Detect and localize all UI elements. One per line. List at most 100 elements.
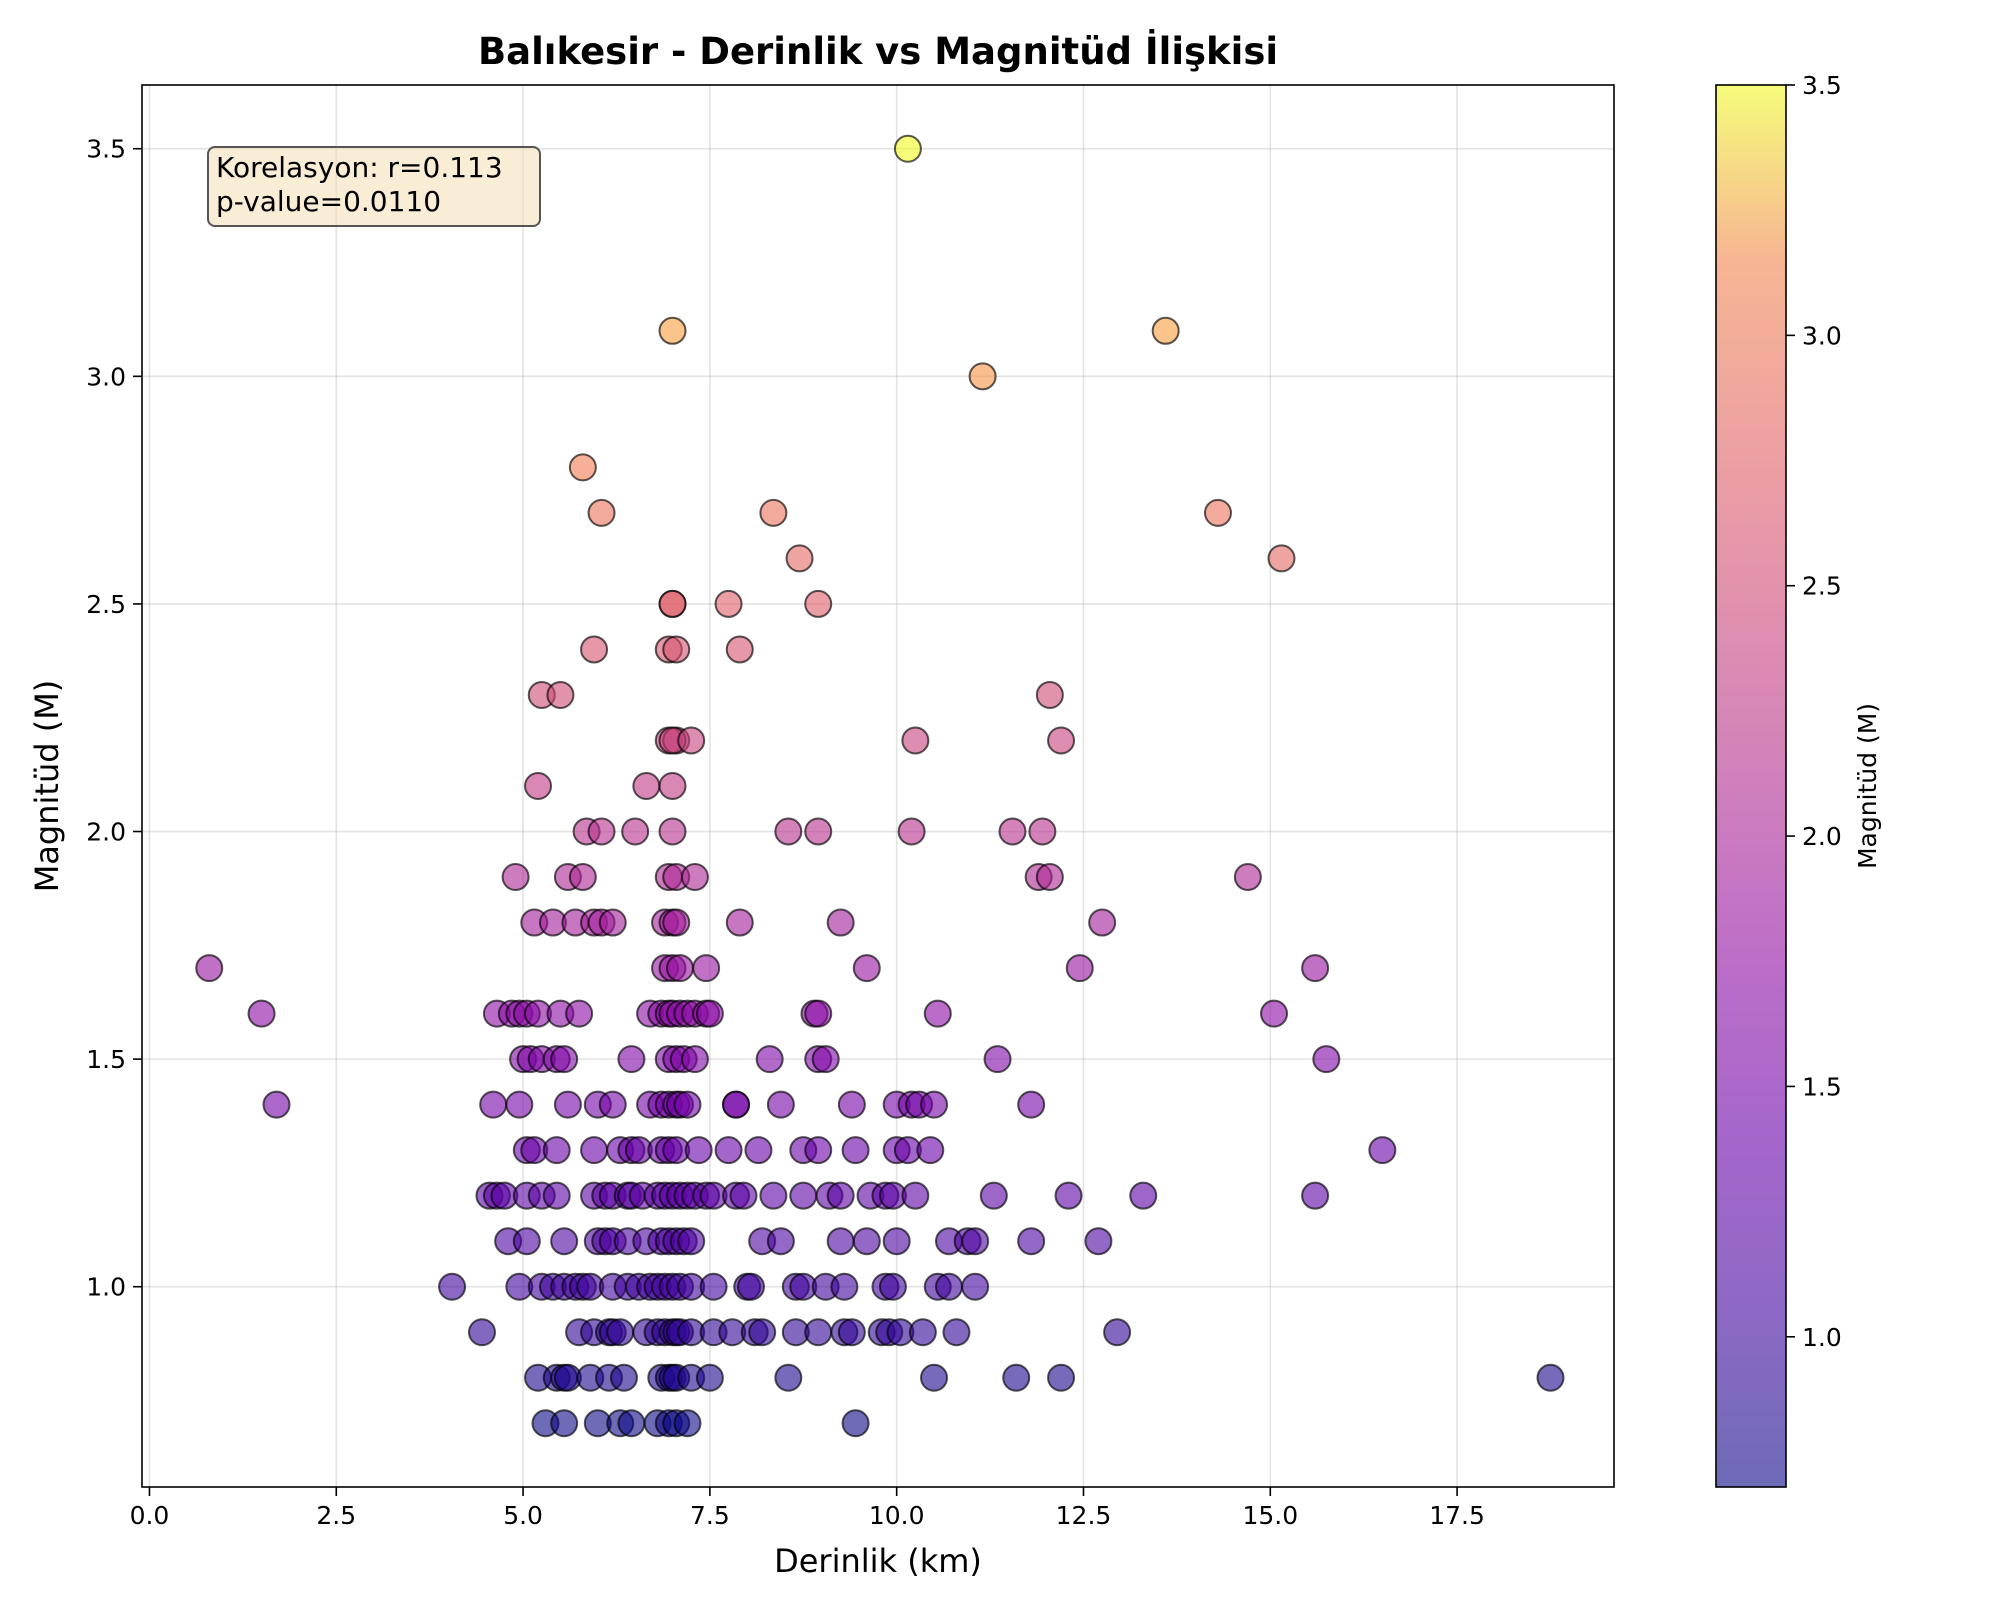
- data-point: [1047, 1363, 1076, 1392]
- x-axis-label: Derinlik (km): [774, 1542, 982, 1580]
- data-point: [923, 999, 952, 1028]
- data-point: [1047, 726, 1076, 755]
- data-point: [1301, 954, 1330, 983]
- data-point: [725, 635, 754, 664]
- data-point: [1260, 999, 1289, 1028]
- data-point: [479, 1090, 508, 1119]
- data-point: [1301, 1181, 1330, 1210]
- x-tick-label: 0.0: [130, 1501, 170, 1530]
- data-point: [804, 589, 833, 618]
- data-point: [736, 1272, 765, 1301]
- data-point: [759, 1181, 788, 1210]
- annotation-correlation: Korelasyon: r=0.113: [216, 151, 503, 184]
- data-point: [725, 908, 754, 937]
- y-axis-ticks: 1.0 1.5 2.0 2.5 3.0 3.5: [86, 135, 142, 1302]
- colorbar-label: Magnitüd (M): [1853, 703, 1882, 869]
- data-point: [729, 1181, 758, 1210]
- correlation-annotation: Korelasyon: r=0.113 p-value=0.0110: [207, 146, 541, 227]
- data-point: [893, 134, 922, 163]
- data-point: [1002, 1363, 1031, 1392]
- data-point: [748, 1318, 777, 1347]
- data-point: [1084, 1227, 1113, 1256]
- data-point: [714, 589, 743, 618]
- data-point: [961, 1272, 990, 1301]
- data-point: [1233, 863, 1262, 892]
- data-point: [1103, 1318, 1132, 1347]
- annotation-box: [207, 146, 541, 227]
- data-point: [684, 1136, 713, 1165]
- data-point: [968, 362, 997, 391]
- colorbar-tick-label: 3.0: [1802, 321, 1842, 350]
- x-axis-ticks: 0.0 2.5 5.0 7.5 10.0 12.5 15.0 17.5: [130, 1487, 1485, 1530]
- data-point: [744, 1136, 773, 1165]
- data-point: [841, 1409, 870, 1438]
- data-point: [692, 954, 721, 983]
- data-point: [677, 726, 706, 755]
- data-point: [550, 1409, 579, 1438]
- data-point: [916, 1136, 945, 1165]
- data-point: [804, 1318, 833, 1347]
- data-point: [658, 772, 687, 800]
- data-point: [673, 1409, 702, 1438]
- data-point: [920, 1090, 949, 1119]
- data-point: [1017, 1090, 1046, 1119]
- data-point: [1368, 1136, 1397, 1165]
- data-point: [934, 1272, 963, 1301]
- data-point: [811, 1045, 840, 1074]
- data-point: [785, 544, 814, 573]
- data-point: [774, 817, 803, 846]
- data-point: [658, 589, 687, 618]
- data-point: [1065, 954, 1094, 983]
- data-point: [920, 1363, 949, 1392]
- data-point: [677, 1227, 706, 1256]
- data-point: [542, 1136, 571, 1165]
- data-point: [621, 817, 650, 846]
- data-point: [512, 1227, 541, 1256]
- x-tick-label: 15.0: [1242, 1501, 1298, 1530]
- y-tick-label: 3.5: [86, 135, 126, 164]
- x-tick-label: 12.5: [1056, 1501, 1112, 1530]
- data-point: [617, 1045, 646, 1074]
- data-point: [665, 954, 694, 983]
- data-point: [1203, 498, 1232, 527]
- data-point: [841, 1136, 870, 1165]
- data-point: [852, 954, 881, 983]
- data-point: [837, 1318, 866, 1347]
- data-point: [983, 1045, 1012, 1074]
- y-tick-label: 3.0: [86, 362, 126, 391]
- data-point: [804, 817, 833, 846]
- colorbar: [1715, 84, 1787, 1488]
- data-point: [501, 863, 530, 892]
- data-point: [901, 726, 930, 755]
- data-point: [695, 999, 724, 1028]
- data-point: [524, 772, 553, 800]
- data-point: [438, 1272, 467, 1301]
- data-point: [908, 1318, 937, 1347]
- data-point: [632, 772, 661, 800]
- data-point: [587, 498, 616, 527]
- data-point: [766, 1090, 795, 1119]
- data-point: [1054, 1181, 1083, 1210]
- data-point: [755, 1045, 784, 1074]
- data-point: [550, 1227, 579, 1256]
- data-point: [658, 817, 687, 846]
- y-tick-label: 1.5: [86, 1045, 126, 1074]
- colorbar-tick-label: 1.0: [1802, 1323, 1842, 1352]
- y-tick-label: 2.5: [86, 590, 126, 619]
- y-tick-label: 2.0: [86, 818, 126, 847]
- data-point: [617, 1409, 646, 1438]
- data-point: [901, 1181, 930, 1210]
- data-point: [759, 498, 788, 527]
- data-point: [1536, 1363, 1565, 1392]
- data-point: [1028, 817, 1057, 846]
- data-point: [804, 1136, 833, 1165]
- data-point: [568, 453, 597, 482]
- data-point: [587, 817, 616, 846]
- data-point: [550, 1045, 579, 1074]
- colorbar-ticks: 1.0 1.5 2.0 2.5 3.0 3.5: [1786, 71, 1842, 1352]
- x-tick-label: 2.5: [316, 1501, 356, 1530]
- data-point: [553, 1090, 582, 1119]
- x-tick-label: 7.5: [690, 1501, 730, 1530]
- data-point: [942, 1318, 971, 1347]
